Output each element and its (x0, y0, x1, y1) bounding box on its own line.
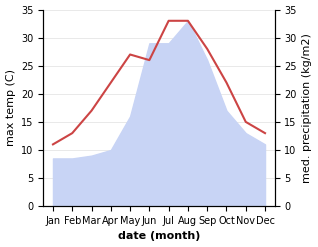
Y-axis label: med. precipitation (kg/m2): med. precipitation (kg/m2) (302, 33, 313, 183)
X-axis label: date (month): date (month) (118, 231, 200, 242)
Y-axis label: max temp (C): max temp (C) (5, 69, 16, 146)
